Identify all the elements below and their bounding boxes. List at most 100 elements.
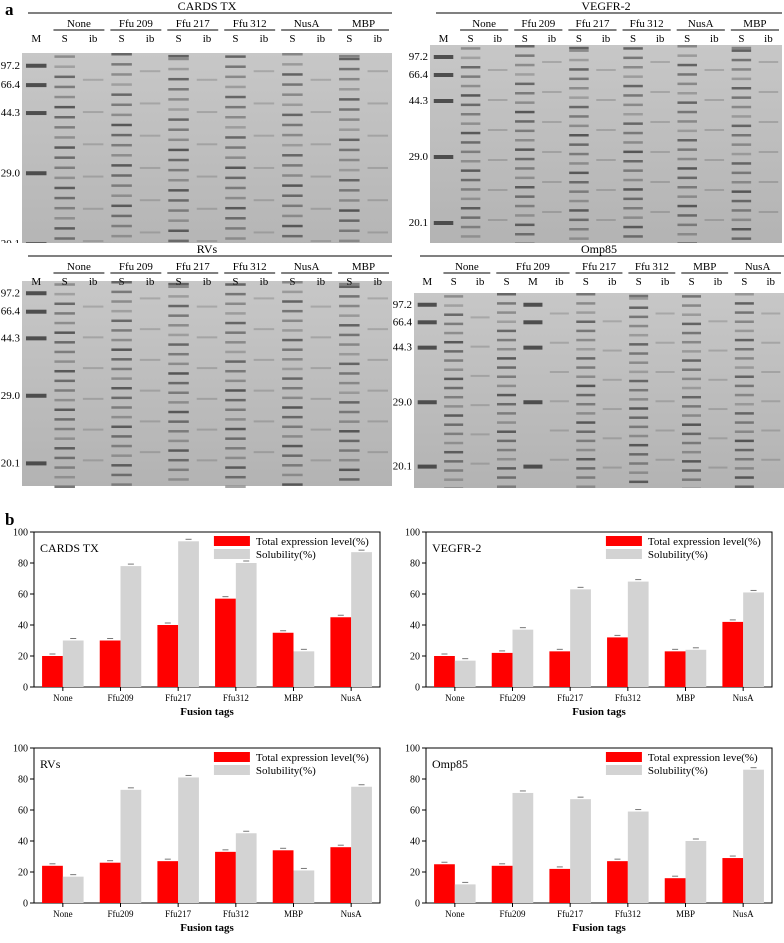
gel-protein-band [681, 386, 702, 390]
gel-protein-band [111, 154, 132, 157]
gel-protein-band [225, 341, 246, 344]
bar-total-expression-level [157, 861, 179, 903]
gel-protein-band [731, 68, 752, 71]
gel-protein-band [734, 448, 754, 452]
gel-protein-band [225, 456, 246, 460]
gel-protein-band [139, 199, 161, 202]
gel-group-none: None [67, 261, 91, 273]
gel-lane-label: S [62, 33, 68, 45]
gel-protein-band [139, 328, 161, 331]
gel-protein-band [82, 143, 104, 146]
gel-protein-band [731, 77, 752, 81]
bar-solubility [62, 640, 84, 687]
bar-solubility [627, 811, 649, 903]
gel-title: RVs [197, 243, 218, 256]
x-tick-label: None [445, 693, 465, 703]
x-tick-label: Ffu312 [615, 909, 641, 919]
legend-swatch [605, 752, 642, 762]
bar-solubility [293, 651, 315, 687]
gel-protein-band [677, 204, 697, 208]
gel-protein-band [470, 345, 490, 348]
gel-protein-band [602, 437, 622, 440]
gel-protein-band [515, 214, 535, 217]
gel-protein-band [225, 126, 246, 129]
y-tick-label: 60 [18, 590, 28, 601]
gel-protein-band [704, 159, 725, 161]
gel-protein-band [596, 69, 616, 71]
gel-marker-band [523, 320, 543, 325]
gel-protein-band [310, 336, 332, 339]
gel-protein-band [681, 414, 702, 417]
gel-protein-band [708, 320, 728, 323]
gel-mw-label: 20.1 [409, 217, 428, 229]
bar-total-expression-level [272, 850, 294, 903]
gel-protein-band [111, 290, 132, 294]
gel-protein-band [168, 67, 189, 71]
gel-group-mbp: MBP [693, 261, 716, 273]
gel-protein-band [82, 367, 104, 370]
gel-protein-band [576, 347, 596, 351]
gel-protein-band [111, 63, 132, 66]
gel-protein-band [460, 94, 481, 97]
bar-solubility [743, 592, 764, 687]
gel-protein-band [168, 304, 189, 308]
gel-protein-band [629, 306, 649, 309]
gel-protein-band [444, 377, 464, 381]
gel-protein-band [339, 314, 360, 317]
gel-protein-band [758, 91, 779, 93]
gel-mw-label: 66.4 [393, 316, 413, 328]
gel-protein-band [367, 199, 389, 202]
gel-protein-band [681, 478, 702, 481]
bar-solubility [685, 841, 707, 903]
gel-protein-band [168, 343, 189, 346]
chart-title: Omp85 [432, 757, 468, 771]
gel-protein-band [54, 283, 75, 286]
plot-frame [425, 747, 773, 904]
gel-group-mbp: MBP [352, 18, 375, 30]
plot-frame [33, 747, 381, 904]
gel-protein-band [677, 54, 697, 57]
gel-mw-label: 66.4 [1, 306, 21, 318]
gel-protein-band [196, 240, 218, 243]
gel-protein-band [111, 123, 132, 127]
gel-protein-band [629, 294, 649, 298]
bar-solubility [351, 552, 372, 687]
gel-marker-band [25, 63, 47, 68]
gel-mw-label: 44.3 [1, 332, 21, 344]
gel-protein-band [655, 458, 675, 461]
gel-protein-band [54, 485, 75, 488]
gel-protein-band [677, 157, 697, 161]
gel-protein-band [310, 175, 332, 178]
gel-protein-band [367, 358, 389, 361]
gel-protein-band [515, 45, 535, 48]
gel-protein-band [515, 186, 535, 189]
x-tick-label: NusA [341, 909, 363, 919]
gel-protein-band [629, 434, 649, 438]
gel-protein-band [731, 46, 752, 50]
chart-rvs: 0 20 40 60 80 100 RVs None Ffu209 Ffu217 Ffu312 MBP… [13, 744, 381, 934]
gel-protein-band [225, 292, 246, 296]
gel-protein-band [629, 297, 649, 300]
gel-protein-band [596, 189, 616, 191]
gel-protein-band [576, 476, 596, 479]
gel-protein-band [681, 395, 702, 399]
gel-protein-band [82, 207, 104, 210]
gel-protein-band [708, 349, 728, 352]
bar-solubility [627, 581, 649, 687]
x-axis-label: Fusion tags [572, 706, 626, 718]
gel-protein-band [54, 437, 75, 440]
gel-protein-band [111, 483, 132, 486]
gel-lane-label: ib [260, 33, 269, 45]
gel-protein-band [576, 421, 596, 424]
gel-protein-band [460, 75, 481, 78]
bar-solubility [570, 589, 591, 687]
bar-total-expression-leve [549, 868, 571, 903]
gel-protein-band [54, 341, 75, 344]
gel-lane-label: ib [661, 276, 670, 288]
gel-protein-band [282, 194, 303, 197]
gel-protein-band [677, 214, 697, 217]
gel-protein-band [487, 129, 508, 131]
gel-protein-band [460, 169, 481, 172]
gel-protein-band [111, 338, 132, 342]
gel-lane-label: S [688, 276, 694, 288]
